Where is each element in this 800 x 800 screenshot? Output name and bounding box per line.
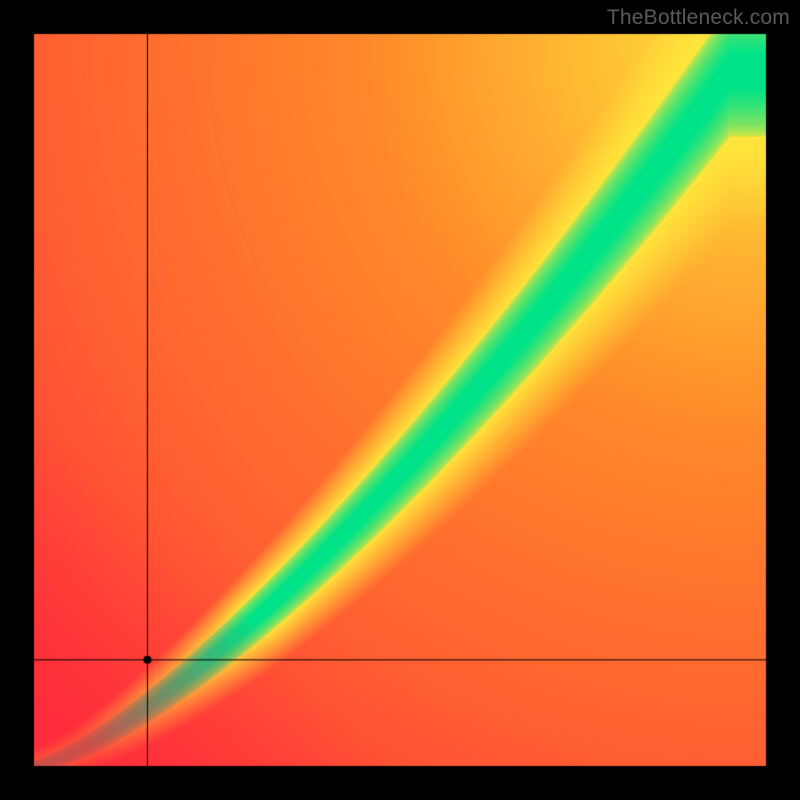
chart-container: { "attribution_text": "TheBottleneck.com… (0, 0, 800, 800)
attribution-text: TheBottleneck.com (607, 6, 790, 30)
bottleneck-heatmap (0, 0, 800, 800)
